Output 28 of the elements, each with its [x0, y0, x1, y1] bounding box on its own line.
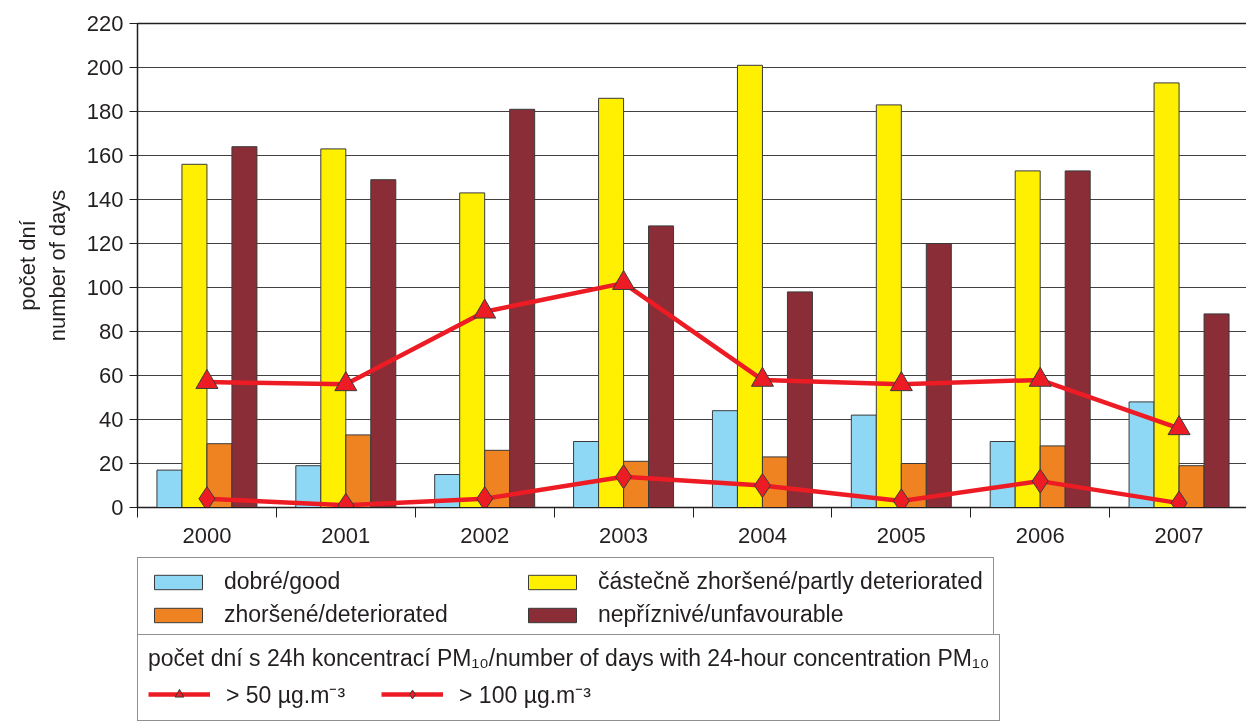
y-tick-label: 140 — [86, 187, 124, 212]
x-tick-label: 2007 — [1154, 522, 1204, 548]
y-tick-label: 100 — [86, 275, 124, 300]
y-tick-label: 20 — [99, 451, 124, 476]
y-tick-label: 200 — [86, 55, 124, 80]
legend-label: dobré/good — [224, 568, 342, 595]
x-tick-label: 2005 — [876, 522, 926, 548]
x-tick-label: 2006 — [1015, 522, 1065, 548]
legend-label: > 100 µg.m⁻³ — [459, 681, 591, 710]
y-tick-label: 180 — [86, 99, 124, 124]
y-tick-label: 80 — [99, 319, 124, 344]
y-axis-title: počet dní number of days — [14, 189, 70, 342]
y-tick-label: 120 — [86, 231, 124, 256]
x-tick-label: 2003 — [599, 522, 649, 548]
legend-label: zhoršené/deteriorated — [224, 601, 449, 628]
legend-title: počet dní s 24h koncentrací PM₁₀/number of days with 24-hour concentration PM₁₀ — [148, 645, 990, 672]
y-tick-label: 220 — [86, 11, 124, 36]
y-tick-label: 40 — [99, 407, 124, 432]
legend-label: nepříznivé/unfavourable — [598, 601, 845, 628]
x-tick-label: 2001 — [321, 522, 371, 548]
y-tick-label: 0 — [111, 495, 124, 520]
y-tick-label: 60 — [99, 363, 124, 388]
x-tick-label: 2002 — [460, 522, 510, 548]
x-tick-label: 2004 — [737, 522, 787, 548]
legend-label: částečně zhoršené/partly deteriorated — [598, 568, 983, 595]
x-tick-label: 2000 — [182, 522, 232, 548]
legend-label: > 50 µg.m⁻³ — [226, 681, 346, 710]
y-tick-label: 160 — [86, 143, 124, 168]
